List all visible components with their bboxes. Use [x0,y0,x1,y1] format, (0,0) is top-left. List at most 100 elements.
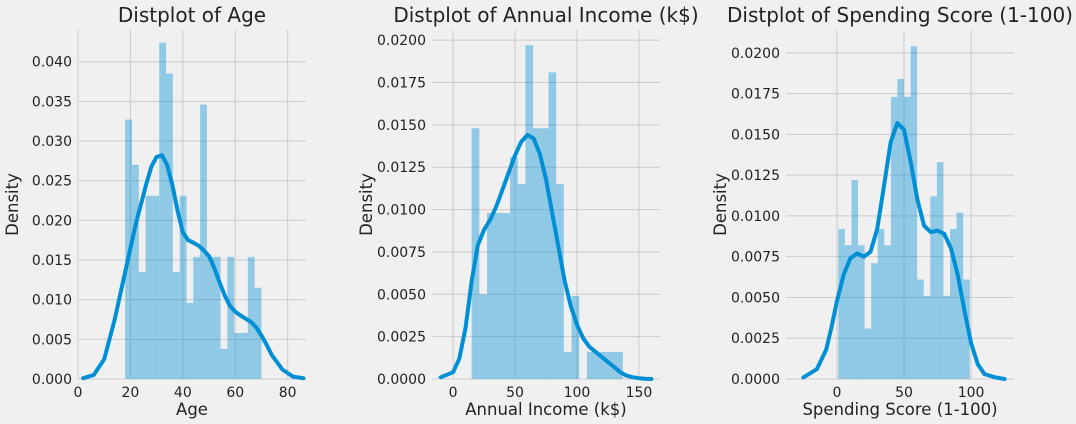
x-tick-label: 20 [121,385,139,401]
histogram-bar [877,228,885,379]
histogram-bar [858,245,865,379]
histogram-bar [234,332,242,379]
histogram-bar [884,245,891,379]
y-tick-label: 0.0050 [377,287,426,303]
x-axis-label: Age [176,400,208,419]
x-tick-label: 100 [958,385,985,401]
histogram-bar [851,180,859,379]
histogram-bar [131,164,139,379]
chart-panel-3: 0.0000 0.0025 0.0050 0.0075 0.0100 0.0125 0.01… [711,3,1073,419]
histogram-bar [943,295,951,379]
chart-panel-1: 0.000 0.005 0.010 0.015 0.020 0.025 0.030 0.035… [3,3,306,419]
histogram-bar [904,96,911,379]
histogram-bar [487,212,495,379]
x-tick-label: 80 [279,385,297,401]
histogram-bar [206,256,214,379]
histogram-bar [200,104,207,380]
y-tick-label: 0.0025 [377,330,426,346]
y-tick-label: 0.0000 [731,372,780,388]
x-tick-label: 50 [895,385,913,401]
y-tick-label: 0.020 [32,213,72,229]
y-tick-label: 0.0175 [377,76,426,92]
y-axis-label: Density [711,173,730,236]
histogram-bar [479,294,488,379]
histogram-bar [571,295,580,379]
histogram-bar [241,332,248,379]
histogram-bar [838,228,845,379]
histogram-bar [936,162,944,379]
histogram-bar [844,245,852,379]
histogram-bar [594,351,603,379]
histogram-bar [510,157,518,379]
y-tick-label: 0.0075 [731,250,780,266]
histogram-bar [152,195,160,379]
histogram-bar [540,128,549,379]
histogram-bar [563,351,572,379]
histogram-bar [533,128,541,379]
histogram-bar [548,72,557,379]
y-tick-label: 0.0200 [377,33,426,49]
histogram-bar [138,271,146,379]
y-tick-label: 0.0150 [377,118,426,134]
histogram-bar [556,184,564,379]
y-tick-label: 0.030 [32,134,72,150]
histogram-bar [145,195,153,379]
histogram-bar [890,96,898,379]
y-tick-label: 0.005 [32,332,72,348]
kde-line [81,153,306,381]
y-tick-label: 0.010 [32,293,72,309]
y-tick-label: 0.0025 [731,331,780,347]
chart-title: Distplot of Annual Income (k$) [393,3,698,27]
y-tick-label: 0.0100 [377,203,426,219]
y-tick-label: 0.0075 [377,245,426,261]
y-tick-label: 0.025 [32,174,72,190]
histogram-bar [930,196,937,379]
x-tick-label: 50 [506,385,524,401]
histogram-bar [186,302,194,379]
histogram-bar [494,212,503,379]
histogram-bar [247,256,255,379]
chart-title: Distplot of Spending Score (1-100) [727,3,1073,27]
x-tick-label: 0 [74,385,83,401]
y-tick-label: 0.0200 [731,46,780,62]
histogram-bar [950,228,957,379]
y-axis-label: Density [3,173,22,236]
y-tick-label: 0.0100 [731,209,780,225]
kde-line [438,133,654,381]
x-axis-label: Spending Score (1-100) [802,400,997,419]
y-tick-label: 0.0000 [377,372,426,388]
x-axis-label: Annual Income (k$) [465,400,627,419]
y-tick-label: 0.040 [32,55,72,71]
histogram-bar [502,212,511,379]
x-tick-label: 150 [626,385,653,401]
y-tick-label: 0.035 [32,94,72,110]
y-axis-label: Density [357,173,376,236]
histogram-bar [602,351,610,379]
chart-title: Distplot of Age [118,3,266,27]
histogram-bar [179,195,187,379]
histogram-bar [172,271,180,379]
histogram-bar [159,42,167,379]
x-tick-label: 100 [564,385,591,401]
histogram-bar [897,78,905,379]
histogram-bar [917,279,924,379]
histogram-bar [871,263,878,379]
y-tick-label: 0.0125 [377,160,426,176]
histogram-bar [864,328,872,379]
y-tick-label: 0.000 [32,372,72,388]
histogram-bar [213,256,221,379]
histogram-bar [193,256,201,379]
x-tick-label: 60 [226,385,244,401]
x-tick-label: 0 [833,385,842,401]
histogram-bar [166,73,173,379]
kde-line [801,121,1007,381]
histogram-bar [617,351,623,379]
y-tick-label: 0.015 [32,253,72,269]
y-tick-label: 0.0050 [731,290,780,306]
x-tick-label: 40 [174,385,192,401]
x-tick-label: 0 [449,385,458,401]
y-tick-label: 0.0150 [731,127,780,143]
chart-panel-2: 0.0000 0.0025 0.0050 0.0075 0.0100 0.0125 0.01… [357,3,699,419]
histogram-bar [220,348,228,379]
